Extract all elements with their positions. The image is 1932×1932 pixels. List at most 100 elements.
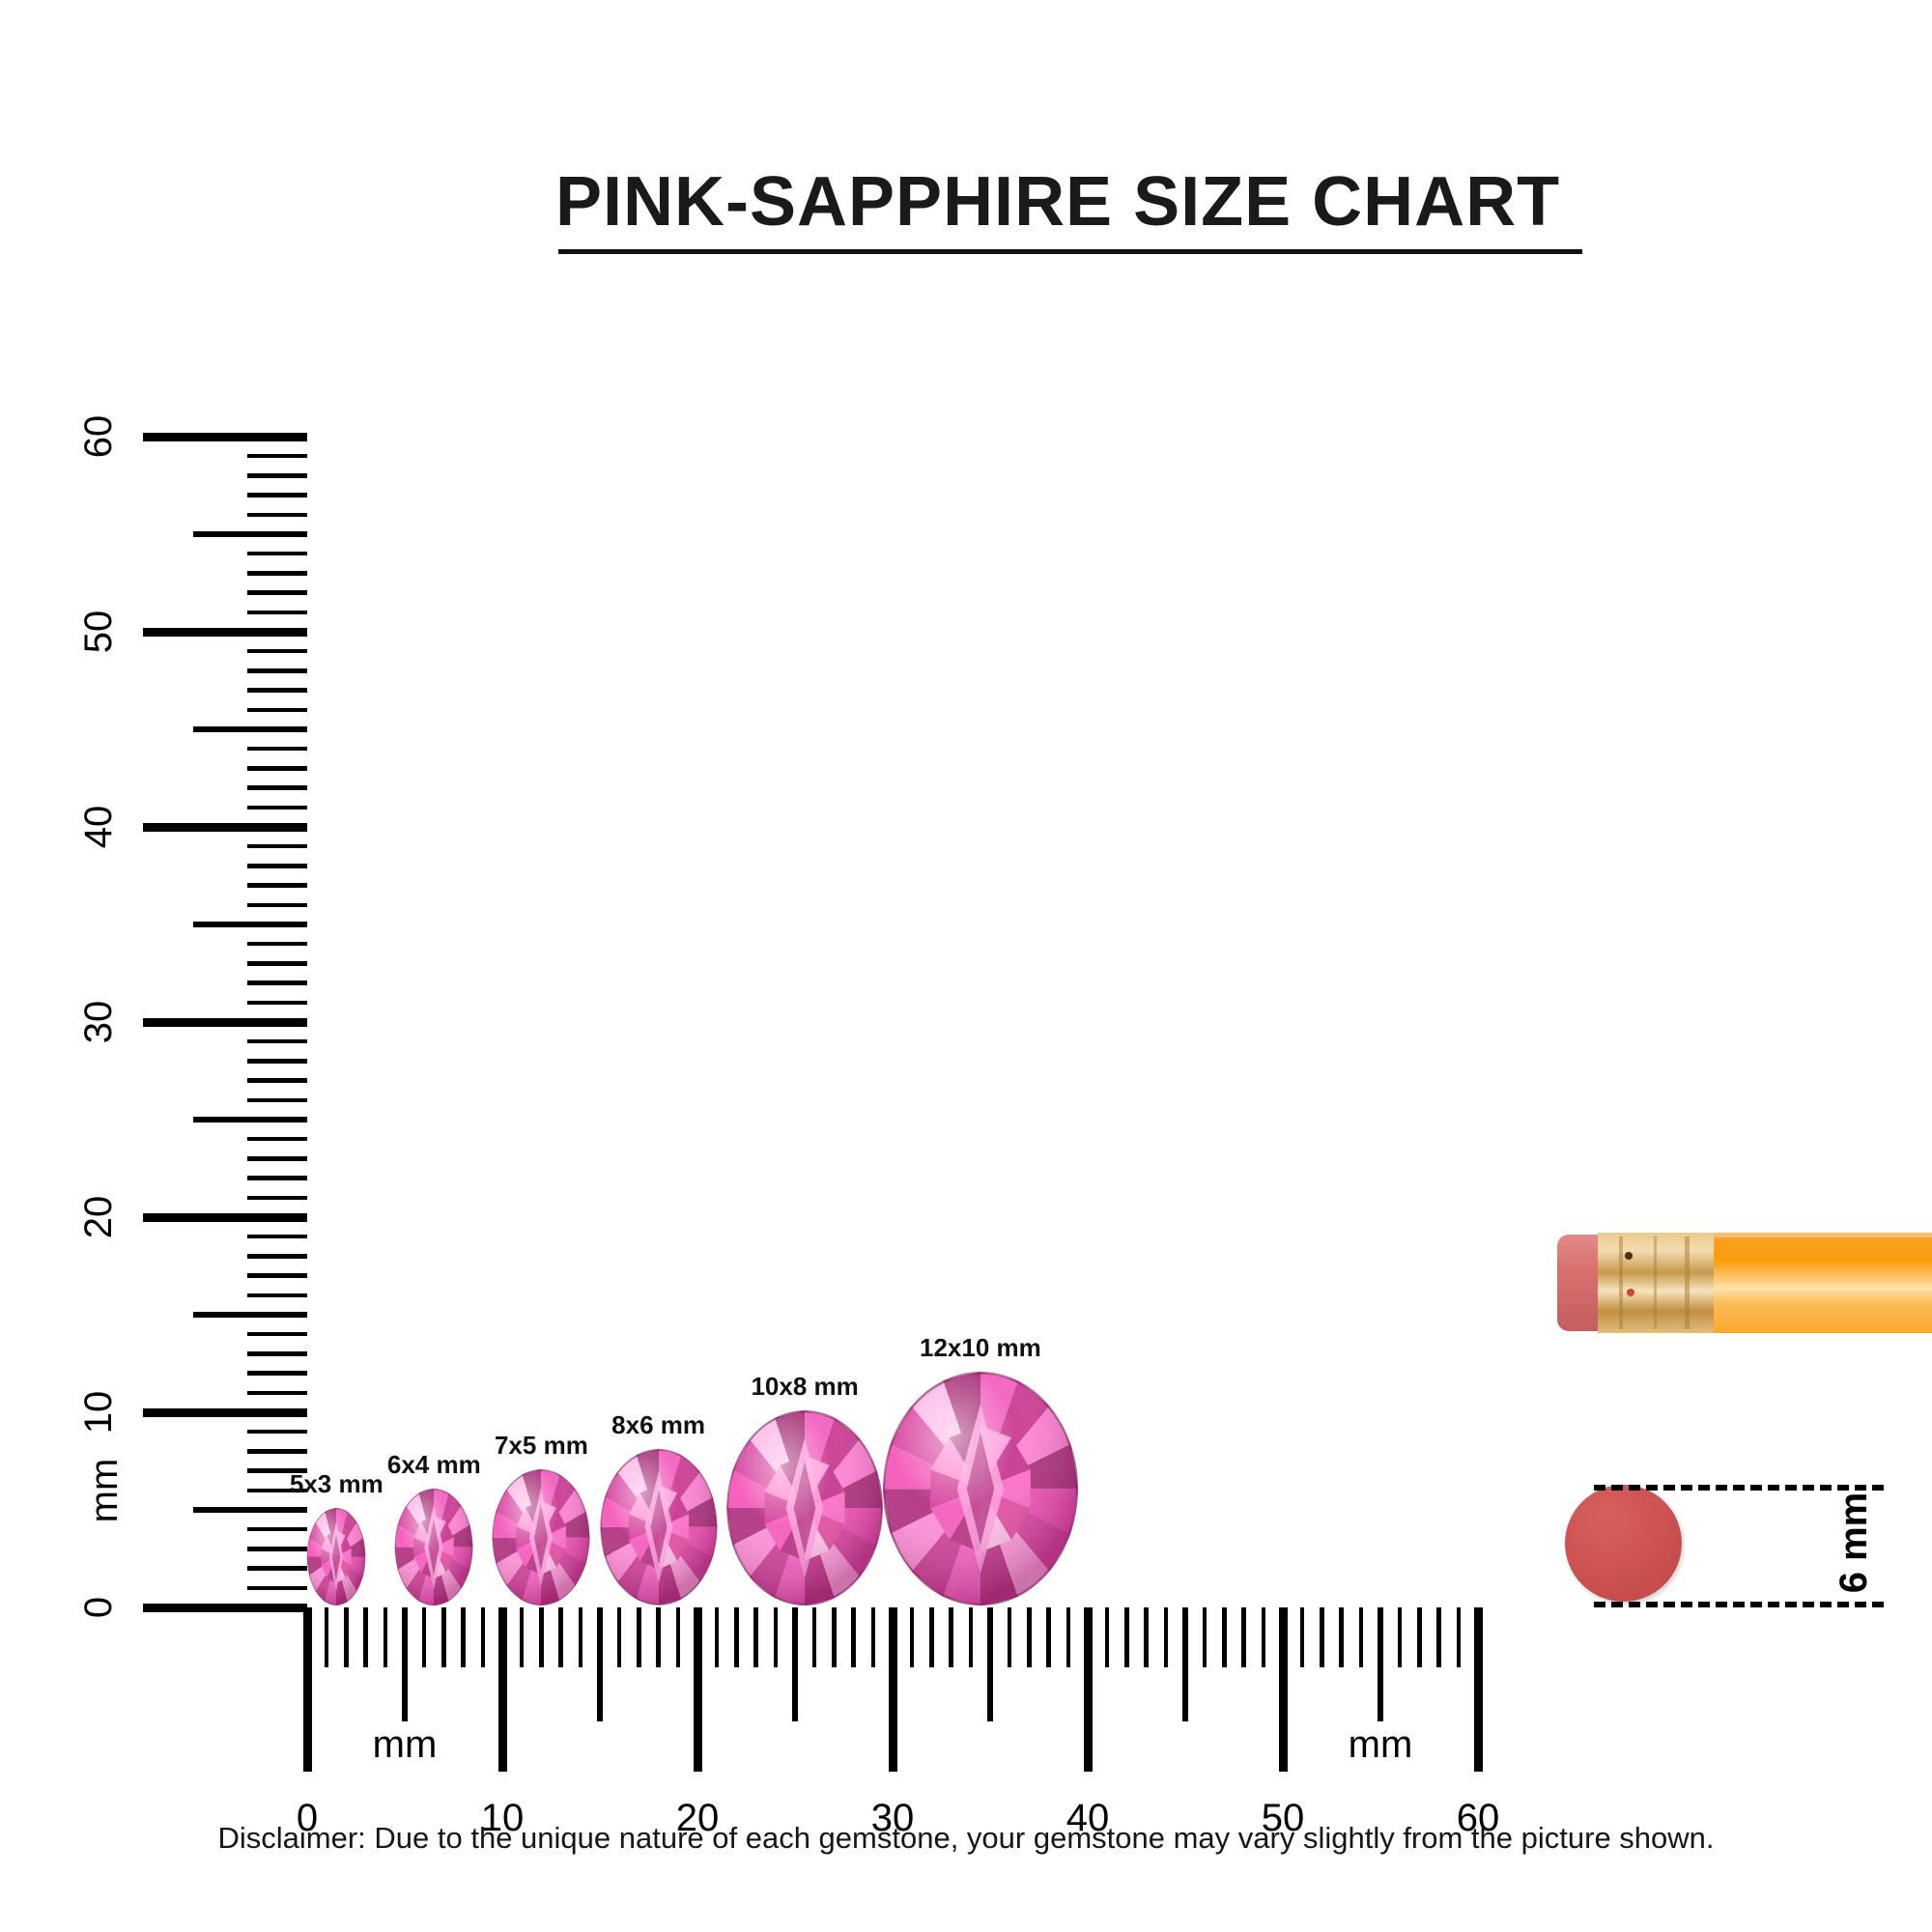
hruler-label: 10 (480, 1797, 525, 1839)
gemstone-label: 8x6 mm (611, 1410, 706, 1440)
hruler-major-tick (888, 1607, 897, 1772)
hruler-major-tick (497, 1607, 507, 1772)
vruler-unit-label: mm (83, 1458, 126, 1523)
eraser-bottom-guide (1594, 1602, 1884, 1607)
hruler-minor-tick (1299, 1607, 1305, 1667)
hruler-medium-tick (597, 1607, 603, 1721)
vruler-minor-tick (247, 1000, 307, 1006)
hruler-minor-tick (637, 1607, 641, 1667)
vruler-medium-tick (193, 1507, 307, 1513)
vruler-minor-tick (247, 551, 307, 556)
hruler-minor-tick (929, 1607, 934, 1667)
vruler-minor-tick (247, 941, 307, 947)
hruler-minor-tick (811, 1607, 817, 1667)
hruler-major-tick (1083, 1607, 1093, 1772)
hruler-minor-tick (1202, 1607, 1208, 1667)
vruler-major-tick (143, 432, 307, 441)
hruler-minor-tick (1261, 1607, 1266, 1667)
vruler-minor-tick (247, 1176, 307, 1180)
hruler-minor-tick (1027, 1607, 1032, 1667)
hruler-minor-tick (1144, 1607, 1149, 1667)
gemstone-item[interactable]: 5x3 mm (201, 0, 471, 1607)
vruler-minor-tick (247, 1488, 307, 1493)
vruler-major-tick (143, 822, 307, 832)
hruler-label: 20 (675, 1797, 720, 1839)
vruler-minor-tick (247, 1156, 307, 1161)
vruler-minor-tick (247, 961, 307, 966)
vruler-minor-tick (247, 1331, 307, 1337)
gemstone-item[interactable]: 6x4 mm (298, 0, 569, 1607)
hruler-minor-tick (1046, 1607, 1051, 1667)
gemstone-oval[interactable] (307, 1508, 366, 1605)
vruler-minor-tick (247, 688, 307, 693)
hruler-minor-tick (1065, 1607, 1071, 1667)
hruler-label: 40 (1065, 1797, 1110, 1839)
eraser-top-guide (1594, 1484, 1884, 1491)
hruler-label: 50 (1261, 1797, 1305, 1839)
eraser-measurement-label: 6 mm (1833, 1492, 1875, 1594)
vruler-minor-tick (247, 571, 307, 576)
vruler-minor-tick (247, 1078, 307, 1083)
vruler-minor-tick (247, 902, 307, 908)
hruler-minor-tick (324, 1607, 329, 1667)
vruler-minor-tick (247, 1449, 307, 1454)
gemstone-item[interactable]: 7x5 mm (406, 0, 676, 1607)
hruler-minor-tick (1104, 1607, 1110, 1667)
hruler-minor-tick (1436, 1607, 1441, 1667)
hruler-minor-tick (656, 1607, 661, 1667)
gemstone-oval[interactable] (600, 1449, 718, 1605)
hruler-major-tick (302, 1607, 312, 1772)
vruler-label: 0 (77, 1596, 120, 1619)
hruler-minor-tick (753, 1607, 758, 1667)
hruler-minor-tick (1397, 1607, 1403, 1667)
vruler-minor-tick (247, 512, 307, 518)
hruler-minor-tick (714, 1607, 720, 1667)
vruler-major-tick (143, 1407, 307, 1417)
hruler-minor-tick (461, 1607, 466, 1667)
gemstone-item[interactable]: 10x8 mm (669, 0, 940, 1607)
gemstone-oval[interactable] (882, 1371, 1078, 1605)
hruler-medium-tick (402, 1607, 408, 1721)
hruler-minor-tick (1124, 1607, 1129, 1667)
hruler-unit-label: mm (1348, 1723, 1413, 1766)
gemstone-label: 10x8 mm (751, 1372, 859, 1401)
vruler-minor-tick (247, 843, 307, 849)
vruler-label: 60 (77, 414, 120, 459)
hruler-minor-tick (870, 1607, 876, 1667)
hruler-medium-tick (792, 1607, 798, 1721)
hruler-minor-tick (734, 1607, 739, 1667)
vruler-label: 50 (77, 610, 120, 654)
hruler-minor-tick (949, 1607, 953, 1667)
hruler-minor-tick (1417, 1607, 1422, 1667)
gemstone-oval[interactable] (492, 1468, 590, 1605)
hruler-medium-tick (1378, 1607, 1383, 1721)
vruler-minor-tick (247, 648, 307, 654)
hruler-minor-tick (1339, 1607, 1344, 1667)
vruler-minor-tick (247, 1234, 307, 1239)
hruler-minor-tick (832, 1607, 837, 1667)
vruler-minor-tick (247, 1038, 307, 1044)
vruler-minor-tick (247, 668, 307, 673)
gemstone-oval[interactable] (394, 1488, 473, 1605)
hruler-minor-tick (539, 1607, 544, 1667)
disclaimer-text: Disclaimer: Due to the unique nature of … (217, 1821, 1715, 1855)
hruler-minor-tick (1007, 1607, 1012, 1667)
hruler-minor-tick (1456, 1607, 1462, 1667)
gemstone-oval[interactable] (726, 1410, 883, 1605)
hruler-minor-tick (383, 1607, 388, 1667)
vruler-minor-tick (247, 766, 307, 771)
vruler-major-tick (143, 1212, 307, 1222)
vruler-minor-tick (247, 1059, 307, 1064)
hruler-label: 0 (296, 1797, 319, 1839)
hruler-minor-tick (1163, 1607, 1169, 1667)
hruler-minor-tick (480, 1607, 486, 1667)
title-underline (558, 249, 1582, 254)
vruler-minor-tick (247, 453, 307, 459)
gemstone-item[interactable]: 12x10 mm (845, 0, 1116, 1607)
gemstone-label: 12x10 mm (920, 1332, 1041, 1362)
hruler-minor-tick (773, 1607, 779, 1667)
vruler-minor-tick (247, 1585, 307, 1591)
gemstone-item[interactable]: 8x6 mm (524, 0, 794, 1607)
vruler-minor-tick (247, 493, 307, 497)
